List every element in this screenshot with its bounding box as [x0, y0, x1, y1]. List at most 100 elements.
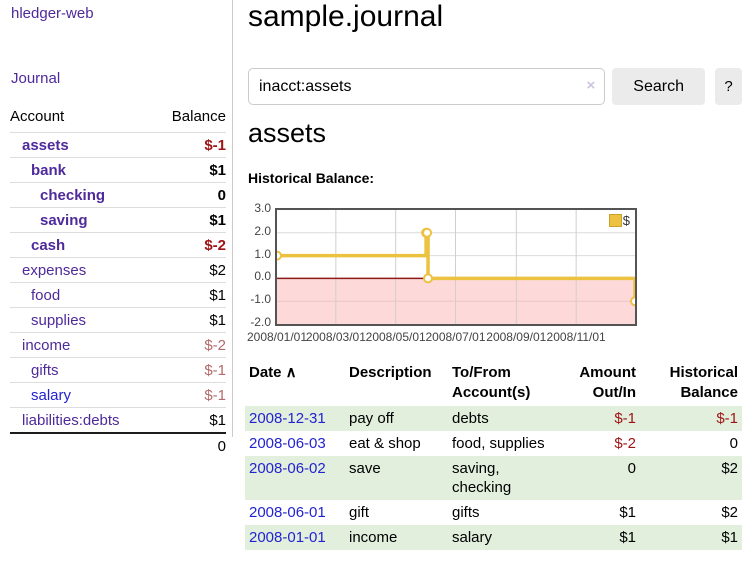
transaction-description: save	[349, 460, 381, 477]
transaction-accounts: salary	[452, 529, 493, 546]
transaction-accounts: saving, checking	[452, 460, 512, 496]
register-row: 2008-06-02 save saving, checking 0 $2	[245, 456, 742, 500]
sidebar-item-journal[interactable]: Journal	[11, 70, 61, 87]
account-balance: $-1	[154, 357, 226, 383]
accounts-total-row: 0	[10, 433, 226, 459]
x-axis-tick-label: 2008/11/01	[546, 330, 606, 344]
transaction-date-link[interactable]: 2008-06-02	[249, 460, 326, 477]
account-balance: $1	[154, 307, 226, 333]
chart-legend: $	[608, 213, 630, 228]
account-balance: $-2	[154, 332, 226, 358]
x-axis-tick-label: 2008/05/01	[365, 330, 426, 344]
account-balance: $1	[154, 157, 226, 183]
account-balance: $1	[154, 407, 226, 434]
accounts-header-row: Account Balance	[10, 104, 226, 133]
register-column-description: Description	[349, 364, 432, 381]
account-balance: $-2	[154, 232, 226, 258]
account-row: checking 0	[10, 182, 226, 208]
y-axis-tick-label: 1.0	[254, 246, 271, 261]
chart-canvas	[277, 210, 635, 324]
account-row: salary $-1	[10, 382, 226, 408]
main-panel: sample.journal × Search ? assets Histori…	[245, 0, 742, 582]
brand-link[interactable]: hledger-web	[11, 5, 94, 22]
account-link[interactable]: supplies	[31, 311, 87, 329]
transaction-description: gift	[349, 504, 370, 521]
account-link[interactable]: assets	[22, 136, 69, 154]
account-balance: 0	[154, 182, 226, 208]
account-link[interactable]: cash	[31, 236, 66, 254]
accounts-header-account: Account	[10, 104, 155, 133]
transaction-balance: $2	[721, 504, 738, 521]
account-link[interactable]: gifts	[31, 361, 59, 379]
account-row: assets $-1	[10, 132, 226, 158]
account-row: expenses $2	[10, 257, 226, 283]
account-row: saving $1	[10, 207, 226, 233]
account-link[interactable]: food	[31, 286, 61, 304]
accounts-total-balance: 0	[217, 438, 226, 455]
clear-search-icon[interactable]: ×	[586, 77, 596, 94]
register-table: Date ∧ Description To/From Account(s) Amoun…	[245, 360, 742, 550]
account-row: income $-2	[10, 332, 226, 358]
account-balance: $1	[154, 207, 226, 233]
transaction-amount: $-1	[614, 410, 636, 427]
transaction-amount: $-2	[614, 435, 636, 452]
y-axis-tick-label: -1.0	[250, 292, 271, 307]
account-row: bank $1	[10, 157, 226, 183]
transaction-balance: $2	[721, 460, 738, 477]
y-axis-tick-label: 0.0	[254, 269, 271, 284]
transaction-date-link[interactable]: 2008-12-31	[249, 410, 326, 427]
account-link[interactable]: checking	[40, 186, 106, 204]
transaction-date-link[interactable]: 2008-01-01	[249, 529, 326, 546]
account-balance: $-1	[154, 132, 226, 158]
x-axis-tick-label: 2008/01/01	[246, 330, 308, 344]
account-link[interactable]: income	[22, 336, 71, 354]
search-input[interactable]	[248, 68, 606, 105]
register-column-date[interactable]: Date ∧	[249, 364, 297, 381]
register-header-row: Date ∧ Description To/From Account(s) Amoun…	[245, 360, 742, 406]
search-button[interactable]: Search	[612, 68, 705, 105]
transaction-accounts: food, supplies	[452, 435, 545, 452]
account-row: supplies $1	[10, 307, 226, 333]
account-link[interactable]: saving	[40, 211, 88, 229]
transaction-balance: $1	[721, 529, 738, 546]
transaction-balance: 0	[729, 435, 738, 452]
account-heading: assets	[248, 118, 327, 148]
help-button[interactable]: ?	[715, 68, 742, 105]
y-axis-tick-label: 3.0	[254, 201, 271, 215]
register-column-to-from-account-s-: To/From Account(s)	[452, 364, 531, 401]
transaction-accounts: debts	[452, 410, 489, 427]
transaction-description: eat & shop	[349, 435, 421, 452]
account-balance: $-1	[154, 382, 226, 408]
register-row: 2008-06-01 gift gifts $1 $2	[245, 500, 742, 525]
x-axis-tick-label: 2008/03/01	[305, 330, 366, 344]
transaction-balance: $-1	[716, 410, 738, 427]
account-row: food $1	[10, 282, 226, 308]
chart-title: Historical Balance:	[248, 170, 375, 186]
account-row: gifts $-1	[10, 357, 226, 383]
historical-balance-chart: $ 3.0 2.0 1.0 0.0 -1.0 -2.0 2008/01/01 2008/03/…	[246, 192, 742, 348]
search-form: × Search ?	[248, 68, 742, 105]
register-row: 2008-06-03 eat & shop food, supplies $-2 0	[245, 431, 742, 456]
chart-plot-area: $	[275, 208, 637, 326]
register-row: 2008-01-01 income salary $1 $1	[245, 525, 742, 550]
sort-ascending-icon: ∧	[281, 364, 297, 381]
legend-swatch-icon	[608, 214, 622, 227]
accounts-header-balance: Balance	[154, 104, 226, 133]
search-input-wrap: ×	[248, 68, 606, 105]
register-column-historical-balance: Historical Balance	[669, 364, 738, 401]
page-title: sample.journal	[248, 0, 444, 33]
transaction-description: pay off	[349, 410, 394, 427]
transaction-date-link[interactable]: 2008-06-01	[249, 504, 326, 521]
transaction-amount: 0	[627, 460, 636, 477]
sidebar: hledger-web Journal Account Balance asse…	[0, 0, 233, 455]
account-row: cash $-2	[10, 232, 226, 258]
account-link[interactable]: bank	[31, 161, 67, 179]
account-link[interactable]: liabilities:debts	[22, 411, 120, 429]
account-row: liabilities:debts $1	[10, 407, 226, 434]
account-link[interactable]: salary	[31, 386, 72, 404]
account-link[interactable]: expenses	[22, 261, 87, 279]
account-balance: $2	[154, 257, 226, 283]
transaction-date-link[interactable]: 2008-06-03	[249, 435, 326, 452]
y-axis-tick-label: -2.0	[250, 315, 271, 329]
